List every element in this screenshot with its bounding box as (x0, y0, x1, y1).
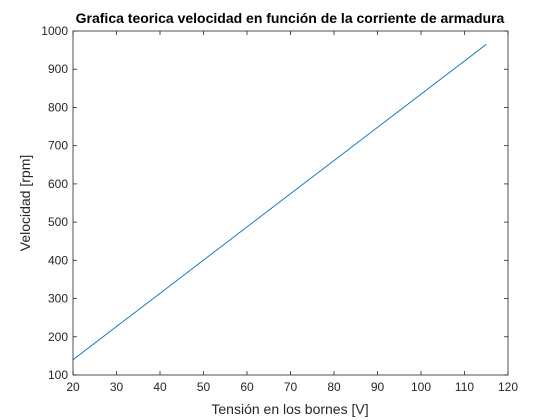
x-tick-label: 90 (371, 380, 385, 394)
x-tick-label: 120 (498, 380, 518, 394)
x-axis-label: Tensión en los bornes [V] (211, 401, 368, 417)
series-layer (72, 44, 487, 361)
y-tick-label: 900 (48, 62, 68, 76)
chart-title: Grafica teorica velocidad en función de … (76, 10, 505, 26)
y-tick-label: 800 (48, 100, 68, 114)
plot-area (73, 31, 508, 375)
x-tick-label: 110 (455, 380, 474, 394)
y-tick-label: 300 (48, 292, 68, 306)
x-tick-label: 30 (110, 380, 124, 394)
y-tick-label: 200 (48, 330, 68, 344)
y-tick-label: 400 (48, 253, 68, 267)
x-tick-label: 100 (411, 380, 431, 394)
ticks-layer: 20 30 40 50 60 70 80 90 100 110 120 100 200 300 400 500… (41, 24, 518, 394)
series-line-1 (72, 44, 487, 361)
x-tick-label: 20 (66, 380, 80, 394)
y-tick-label: 700 (48, 139, 68, 153)
y-tick-label: 1000 (41, 24, 68, 38)
x-tick-label: 50 (197, 380, 211, 394)
y-tick-label: 600 (48, 177, 68, 191)
y-axis-label: Velocidad [rpm] (17, 155, 33, 252)
x-tick-label: 80 (327, 380, 341, 394)
y-tick-label: 100 (48, 368, 68, 382)
y-tick-label: 500 (48, 215, 68, 229)
x-tick-label: 70 (284, 380, 298, 394)
x-tick-label: 40 (153, 380, 167, 394)
x-tick-label: 60 (240, 380, 254, 394)
